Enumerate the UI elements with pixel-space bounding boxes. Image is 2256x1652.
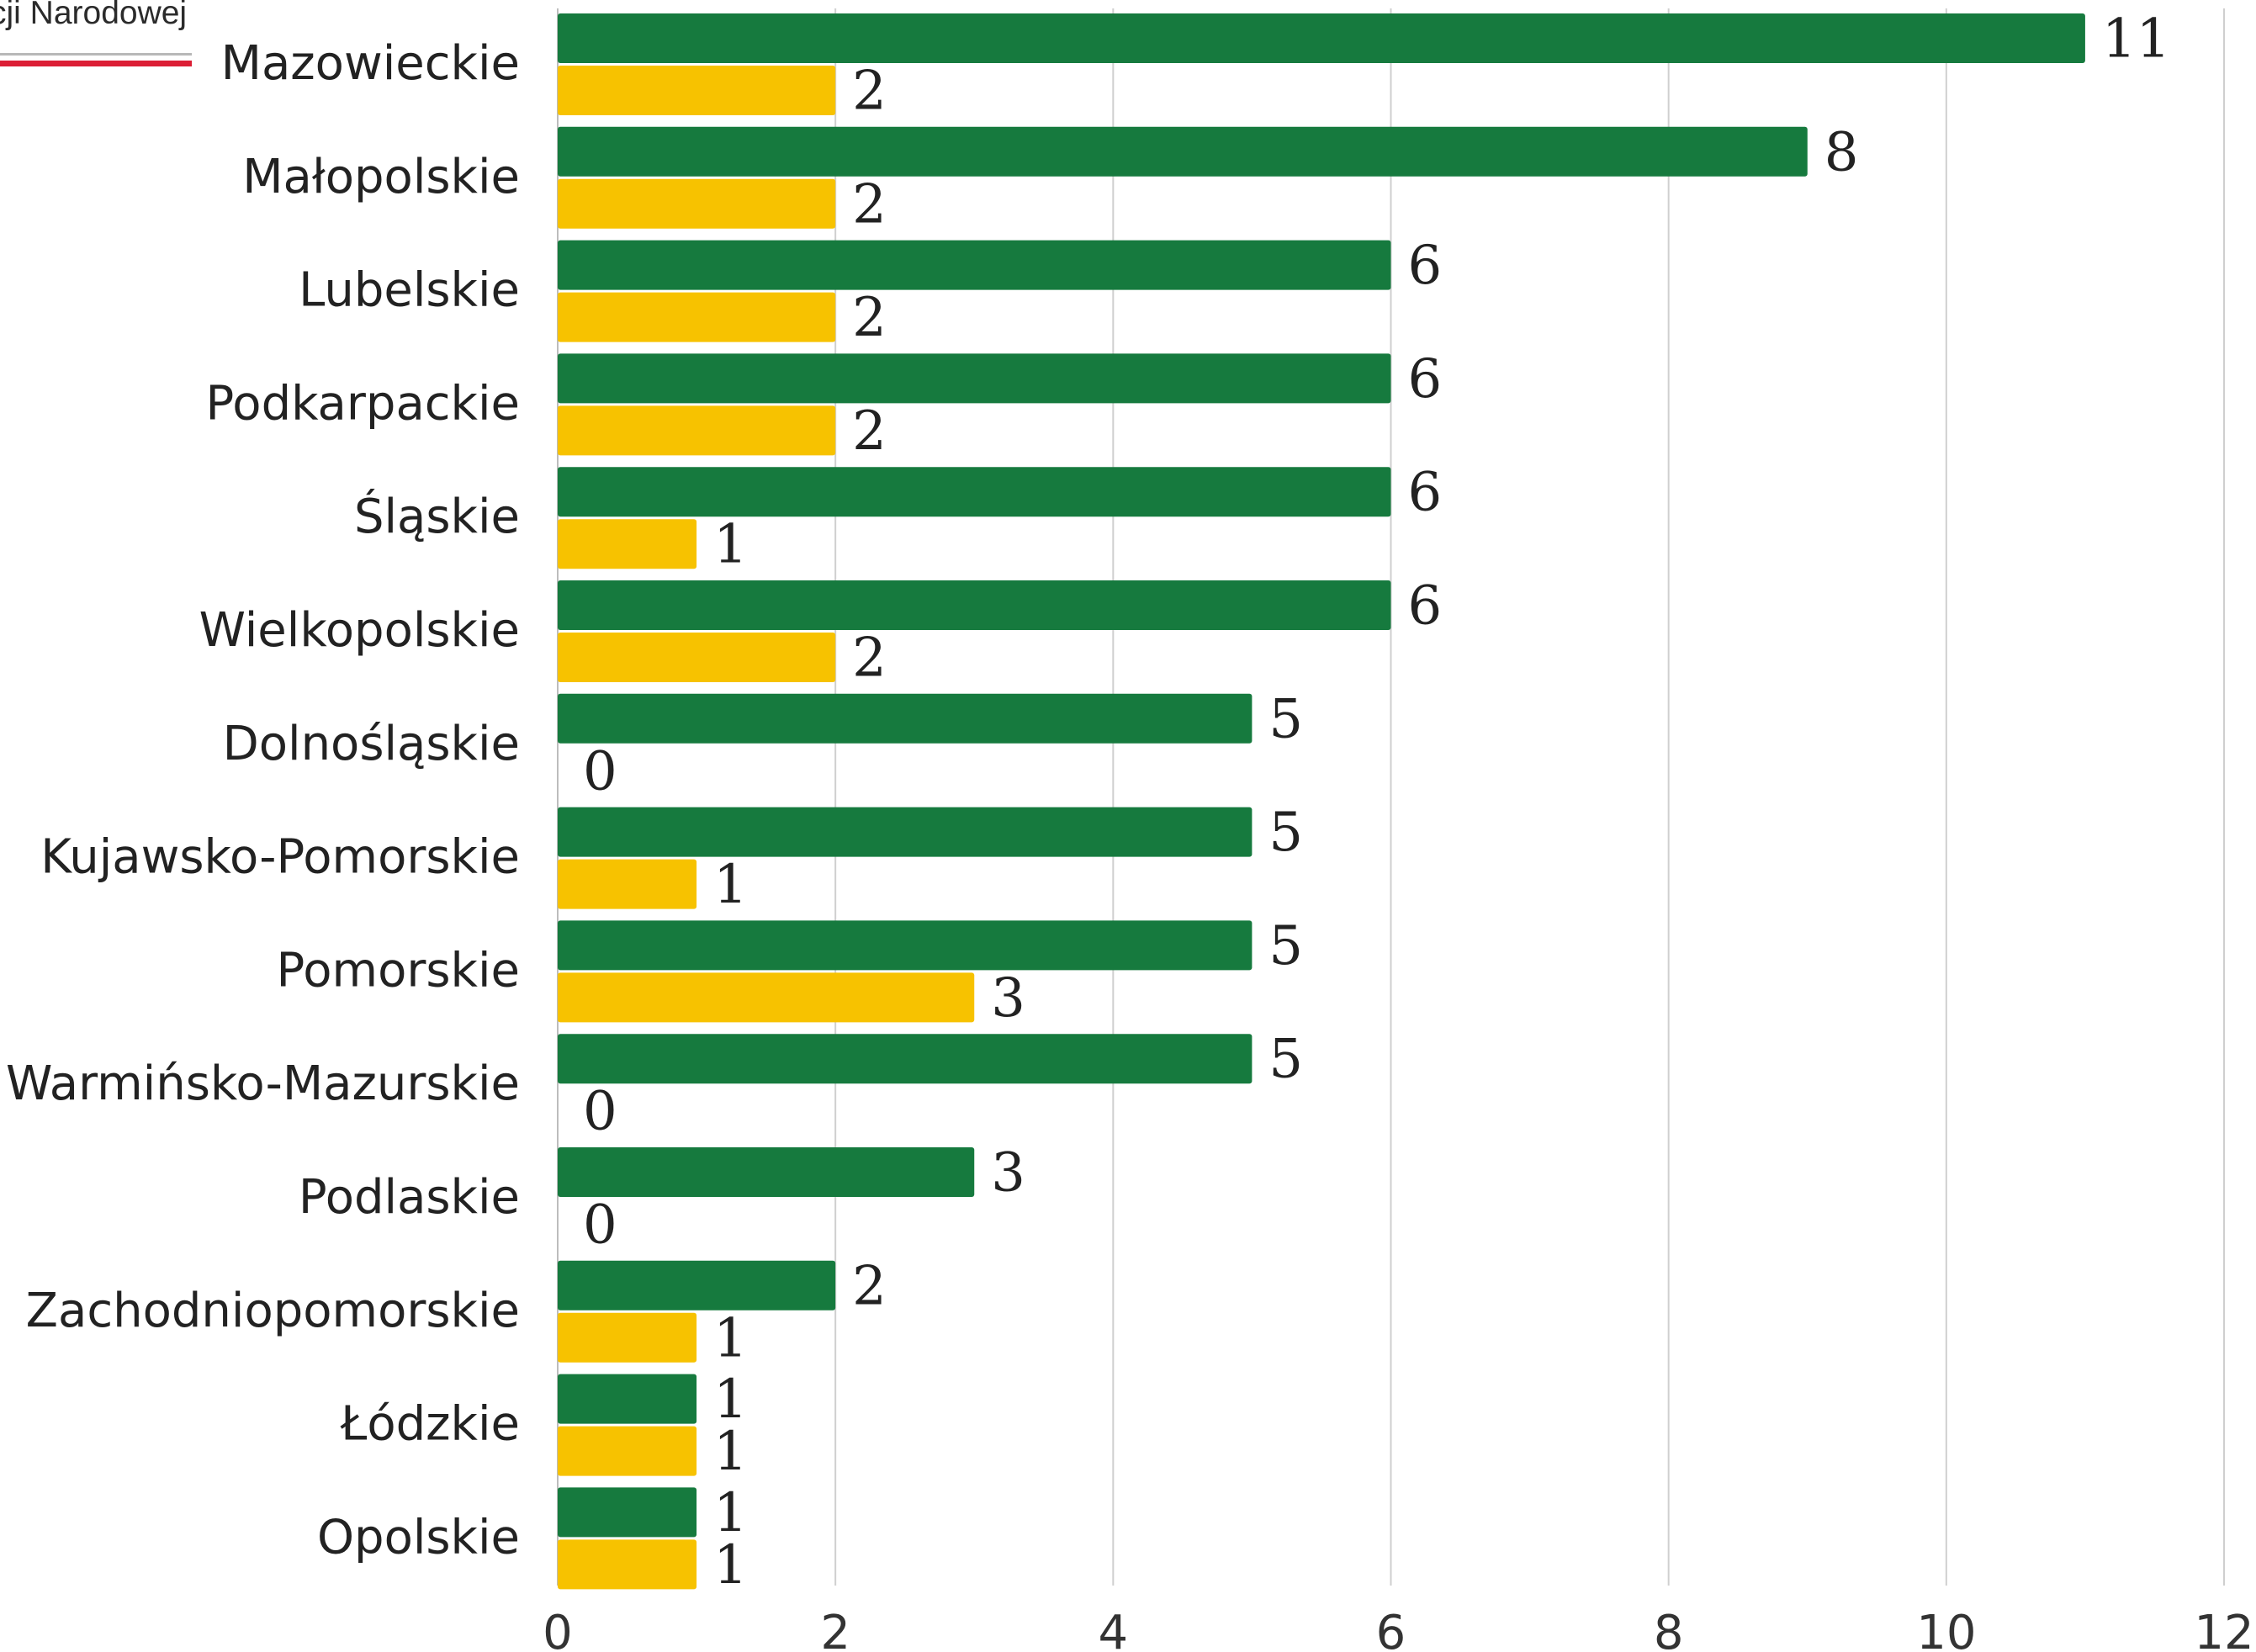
data-label: 1 bbox=[713, 1534, 748, 1596]
category-label: Podkarpackie bbox=[206, 376, 520, 431]
category-label: Kujawsko-Pomorskie bbox=[40, 830, 520, 885]
bar-yellow bbox=[558, 178, 836, 229]
bar-yellow bbox=[558, 859, 697, 909]
data-label: 11 bbox=[2102, 8, 2170, 71]
data-label: 2 bbox=[852, 287, 887, 349]
bar-green bbox=[558, 1260, 836, 1310]
data-label: 6 bbox=[1408, 348, 1443, 410]
category-label: Małopolskie bbox=[242, 150, 520, 204]
bar-green bbox=[558, 580, 1391, 630]
data-label: 2 bbox=[852, 1255, 887, 1317]
category-label: Pomorskie bbox=[277, 943, 521, 998]
data-label: 6 bbox=[1408, 462, 1443, 524]
data-label: 6 bbox=[1408, 575, 1443, 638]
data-label: 1 bbox=[713, 514, 748, 576]
data-label: 6 bbox=[1408, 235, 1443, 297]
bar-green bbox=[558, 1374, 697, 1424]
bar-yellow bbox=[558, 1312, 697, 1363]
x-tick-label: 10 bbox=[1916, 1606, 1976, 1652]
data-label: 5 bbox=[1268, 802, 1303, 864]
x-tick-label: 2 bbox=[820, 1606, 850, 1652]
category-label: Warmińsko-Mazurskie bbox=[6, 1056, 520, 1111]
data-label: 2 bbox=[852, 61, 887, 123]
data-label: 5 bbox=[1268, 1029, 1303, 1091]
category-label: Lubelskie bbox=[299, 263, 520, 318]
bar-green bbox=[558, 13, 2085, 63]
data-label: 5 bbox=[1268, 688, 1303, 750]
bar-yellow bbox=[558, 1539, 697, 1590]
bar-green bbox=[558, 240, 1391, 290]
x-tick-label: 0 bbox=[543, 1606, 573, 1652]
bar-green bbox=[558, 1147, 975, 1197]
category-label: Łódzkie bbox=[340, 1397, 520, 1452]
bar-green bbox=[558, 1034, 1252, 1084]
x-tick-label: 12 bbox=[2194, 1606, 2253, 1652]
bar-yellow bbox=[558, 519, 697, 569]
data-label: 2 bbox=[852, 173, 887, 236]
data-label: 2 bbox=[852, 627, 887, 690]
bar-green bbox=[558, 920, 1252, 971]
data-label: 2 bbox=[852, 400, 887, 463]
data-label: 5 bbox=[1268, 915, 1303, 977]
x-tick-label: 6 bbox=[1376, 1606, 1406, 1652]
bar-yellow bbox=[558, 972, 975, 1023]
bar-green bbox=[558, 126, 1808, 177]
category-label: Podlaskie bbox=[299, 1170, 520, 1225]
logo-red-line bbox=[0, 61, 192, 66]
data-label: 3 bbox=[991, 1142, 1025, 1205]
bar-yellow bbox=[558, 633, 836, 682]
data-label: 8 bbox=[1824, 121, 1859, 183]
logo-text: cji Narodowej bbox=[0, 0, 188, 31]
data-label: 1 bbox=[713, 854, 748, 916]
bar-green bbox=[558, 693, 1252, 744]
category-label: Opolskie bbox=[317, 1510, 520, 1565]
category-label: Dolnośląskie bbox=[223, 717, 520, 771]
category-label: Zachodniopomorskie bbox=[26, 1284, 520, 1338]
bar-yellow bbox=[558, 292, 836, 342]
data-label: 0 bbox=[583, 1081, 617, 1143]
category-label: Mazowieckie bbox=[221, 36, 520, 91]
bar-yellow bbox=[558, 405, 836, 456]
category-label: Śląskie bbox=[354, 490, 520, 544]
bar-yellow bbox=[558, 66, 836, 115]
bars bbox=[558, 13, 2085, 1590]
bar-green bbox=[558, 353, 1391, 404]
data-label: 1 bbox=[713, 1421, 748, 1483]
logo-grey-line bbox=[0, 53, 192, 56]
bar-yellow bbox=[558, 1426, 697, 1476]
data-label: 1 bbox=[713, 1307, 748, 1369]
bar-green bbox=[558, 807, 1252, 857]
data-label: 3 bbox=[991, 967, 1025, 1030]
data-label: 1 bbox=[713, 1369, 748, 1431]
x-tick-label: 4 bbox=[1099, 1606, 1129, 1652]
data-label: 1 bbox=[713, 1482, 748, 1544]
bar-green bbox=[558, 467, 1391, 517]
bar-green bbox=[558, 1487, 697, 1538]
category-label: Wielkopolskie bbox=[199, 603, 520, 658]
x-tick-label: 8 bbox=[1654, 1606, 1684, 1652]
data-label: 0 bbox=[583, 1194, 617, 1257]
data-label: 0 bbox=[583, 740, 617, 802]
